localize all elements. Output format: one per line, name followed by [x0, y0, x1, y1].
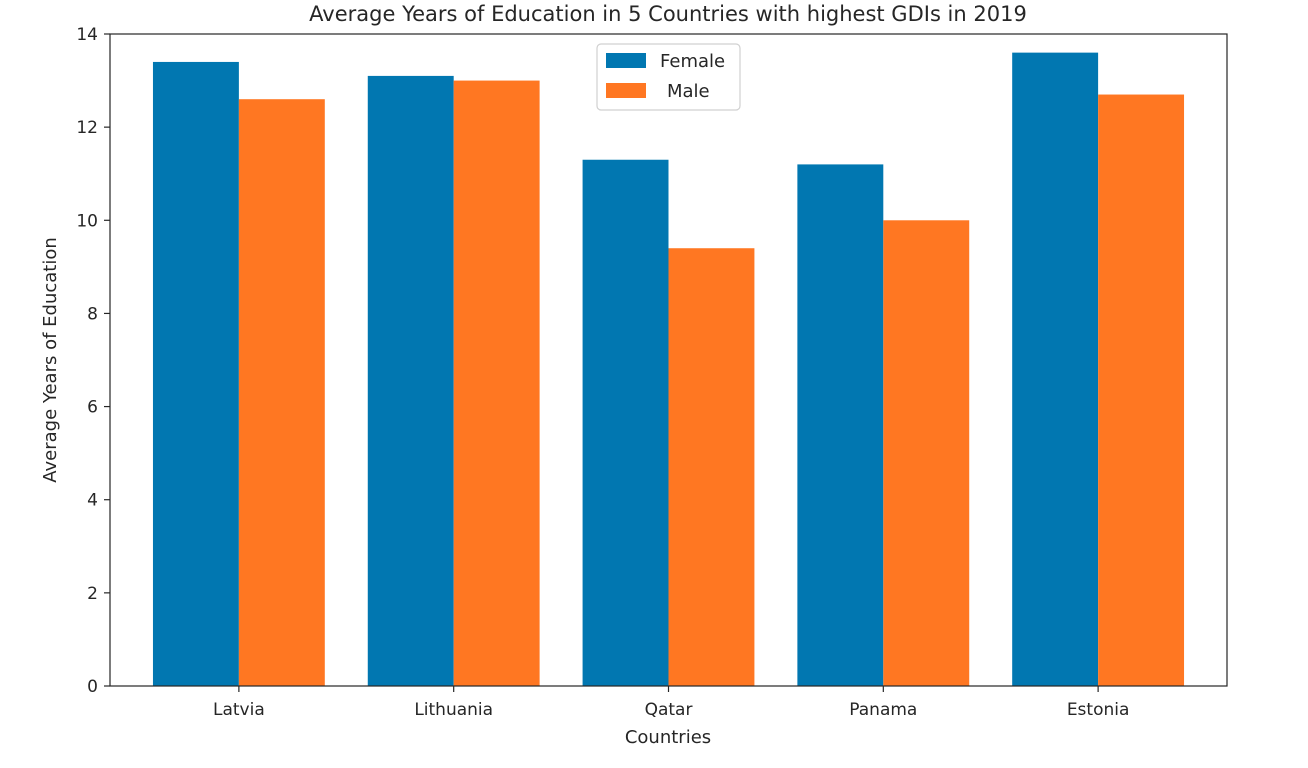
legend-label-male: Male: [667, 81, 710, 102]
legend-swatch-male: [606, 83, 646, 98]
y-axis-label: Average Years of Education: [40, 237, 61, 483]
legend-swatch-female: [606, 53, 646, 68]
axes-layer: Latvia Lithuania Qatar Panama Estonia 0 2 4 6 8 10…: [76, 25, 1129, 720]
y-tick-label: 8: [87, 304, 98, 324]
x-tick-label: Panama: [849, 700, 917, 720]
y-tick-label: 12: [76, 118, 98, 138]
y-tick-label: 6: [87, 398, 98, 418]
legend-label-female: Female: [660, 51, 725, 72]
x-tick-label: Lithuania: [414, 700, 493, 720]
bar-male-estonia: [1098, 94, 1185, 687]
legend: Female Male: [596, 43, 741, 111]
bar-female-lithuania: [367, 75, 454, 686]
y-tick-label: 14: [76, 25, 98, 45]
bar-male-qatar: [668, 248, 755, 687]
bar-female-estonia: [1012, 52, 1099, 686]
bar-female-qatar: [582, 159, 669, 687]
bar-male-lithuania: [453, 80, 540, 686]
bar-male-latvia: [238, 99, 325, 686]
chart-title: Average Years of Education in 5 Countrie…: [309, 2, 1027, 26]
y-tick-label: 0: [87, 677, 98, 697]
y-tick-label: 10: [76, 211, 98, 231]
x-tick-label: Estonia: [1067, 700, 1130, 720]
bars-layer: [152, 52, 1185, 687]
bar-female-latvia: [152, 61, 239, 686]
bar-female-panama: [797, 164, 884, 686]
x-tick-label: Qatar: [645, 700, 693, 720]
bar-male-panama: [883, 220, 970, 687]
x-axis-label: Countries: [625, 727, 711, 748]
x-tick-label: Latvia: [213, 700, 265, 720]
y-tick-label: 4: [87, 491, 98, 511]
y-tick-label: 2: [87, 584, 98, 604]
